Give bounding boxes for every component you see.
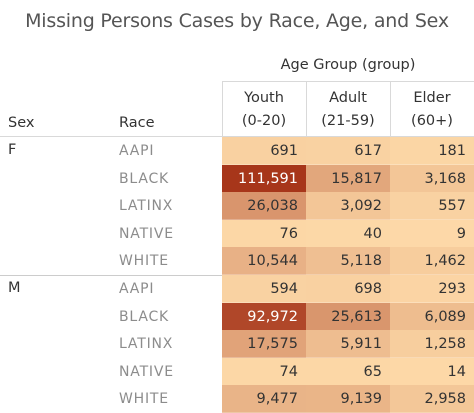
sex-label-f: F xyxy=(8,142,17,158)
header-divider-3 xyxy=(390,81,391,136)
race-label-white: WHITE xyxy=(119,253,169,270)
sex-label-m: M xyxy=(8,280,21,296)
header-divider-1 xyxy=(222,81,223,136)
column-header-youth-name: Youth xyxy=(244,90,284,106)
column-header-youth-range: (0-20) xyxy=(241,113,287,129)
cell-m-aapi-elder: 293 xyxy=(390,275,474,303)
cell-f-native-adult: 40 xyxy=(306,219,390,248)
cell-f-latinx-adult: 3,092 xyxy=(306,192,390,221)
cell-m-aapi-adult: 698 xyxy=(306,275,390,303)
race-label-latinx: LATINX xyxy=(119,198,174,215)
column-group-header: Age Group (group) xyxy=(280,57,416,73)
cell-m-white-adult: 9,139 xyxy=(306,385,390,413)
cell-m-aapi-youth: 594 xyxy=(222,275,306,303)
column-header-adult-name: Adult xyxy=(329,90,367,106)
cell-f-native-elder: 9 xyxy=(390,219,474,248)
cell-f-latinx-elder: 557 xyxy=(390,192,474,221)
race-label-native: NATIVE xyxy=(119,225,174,242)
row-header-sex: Sex xyxy=(8,115,35,131)
column-header-elder-name: Elder xyxy=(413,90,451,106)
row-header-race: Race xyxy=(119,115,155,131)
cell-m-white-elder: 2,958 xyxy=(390,385,474,413)
column-header-youth: Youth (0-20) xyxy=(222,87,306,133)
cell-f-white-elder: 1,462 xyxy=(390,247,474,276)
column-header-adult-range: (21-59) xyxy=(321,113,375,129)
chart-title: Missing Persons Cases by Race, Age, and … xyxy=(25,10,449,32)
race-label-aapi: AAPI xyxy=(119,143,155,159)
cell-m-native-elder: 14 xyxy=(390,357,474,386)
column-header-elder: Elder (60+) xyxy=(390,87,474,133)
cell-f-black-adult: 15,817 xyxy=(306,164,390,193)
race-label-white: WHITE xyxy=(119,391,169,408)
cell-f-black-elder: 3,168 xyxy=(390,164,474,193)
race-label-black: BLACK xyxy=(119,170,170,187)
cell-m-latinx-adult: 5,911 xyxy=(306,330,390,359)
cell-m-black-elder: 6,089 xyxy=(390,302,474,331)
cell-f-black-youth: 111,591 xyxy=(222,164,306,193)
cell-m-white-youth: 9,477 xyxy=(222,385,306,413)
header-divider-2 xyxy=(306,81,307,136)
cell-m-black-adult: 25,613 xyxy=(306,302,390,331)
cell-f-aapi-youth: 691 xyxy=(222,137,306,165)
cell-f-white-adult: 5,118 xyxy=(306,247,390,276)
cell-f-white-youth: 10,544 xyxy=(222,247,306,276)
race-label-black: BLACK xyxy=(119,308,170,325)
cell-m-latinx-elder: 1,258 xyxy=(390,330,474,359)
column-header-adult: Adult (21-59) xyxy=(306,87,390,133)
group-header-divider xyxy=(222,81,474,82)
cell-f-latinx-youth: 26,038 xyxy=(222,192,306,221)
race-label-latinx: LATINX xyxy=(119,336,174,353)
cell-f-aapi-elder: 181 xyxy=(390,137,474,165)
cell-m-black-youth: 92,972 xyxy=(222,302,306,331)
header-bottom-divider xyxy=(0,136,474,137)
cell-m-native-youth: 74 xyxy=(222,357,306,386)
cell-m-native-adult: 65 xyxy=(306,357,390,386)
race-label-aapi: AAPI xyxy=(119,281,155,297)
cell-f-native-youth: 76 xyxy=(222,219,306,248)
cell-m-latinx-youth: 17,575 xyxy=(222,330,306,359)
cell-f-aapi-adult: 617 xyxy=(306,137,390,165)
race-label-native: NATIVE xyxy=(119,363,174,380)
column-header-elder-range: (60+) xyxy=(411,113,453,129)
